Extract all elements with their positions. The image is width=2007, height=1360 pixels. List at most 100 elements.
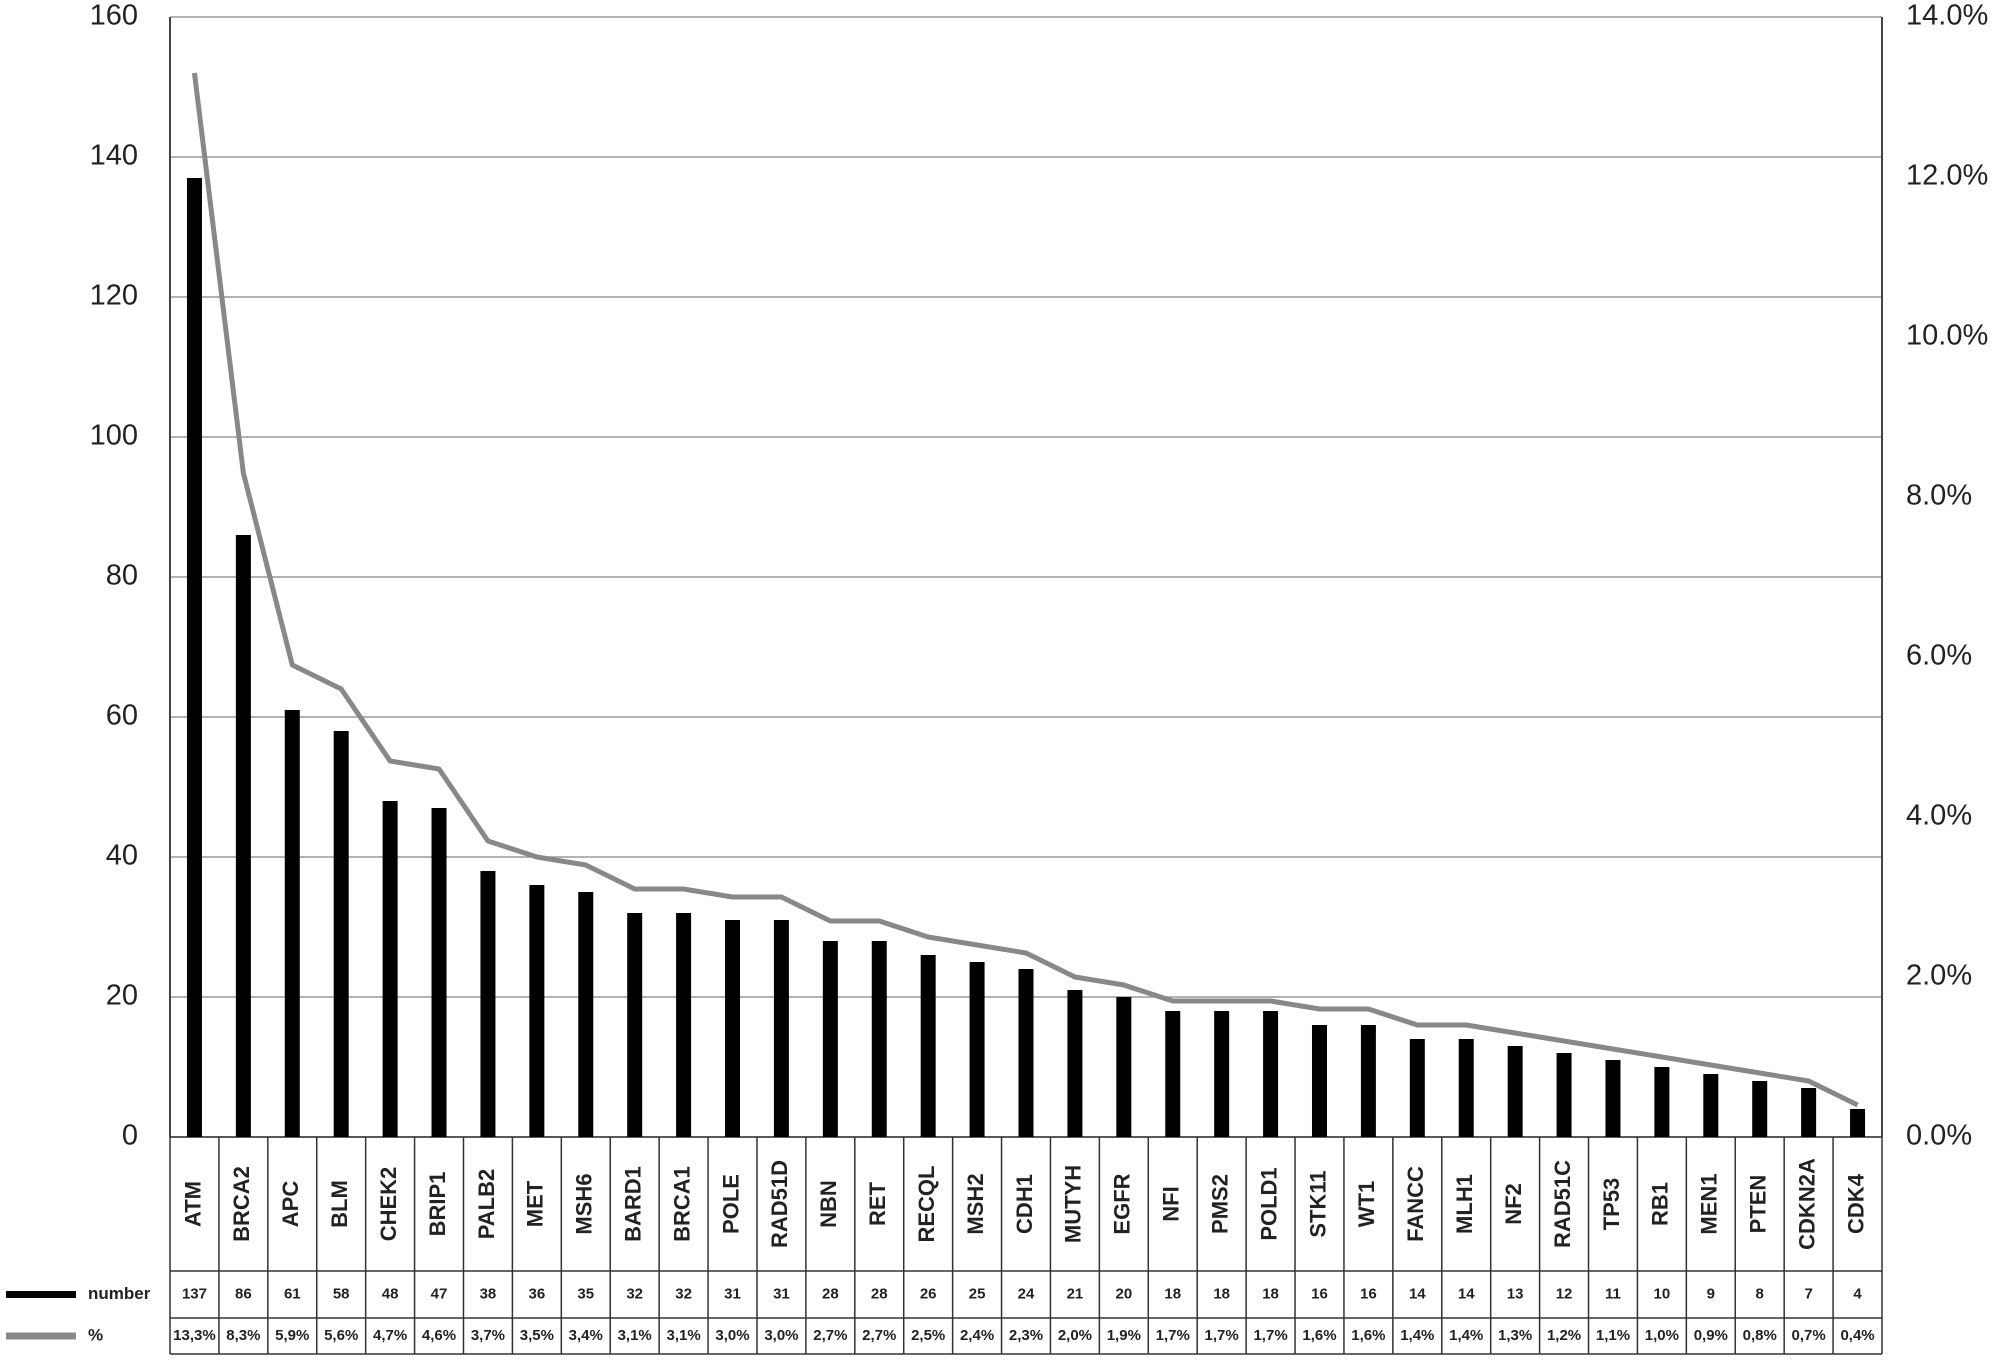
bar [284, 710, 300, 1137]
y-tick-label: 120 [90, 280, 138, 312]
x-tick-label: PALB2 [474, 1169, 499, 1240]
table-cell: 14 [1409, 1285, 1426, 1302]
x-tick-label: RECQL [914, 1166, 939, 1243]
table-cell: 10 [1654, 1285, 1671, 1302]
bar [1067, 990, 1083, 1137]
table-cell: 5,6% [324, 1327, 358, 1344]
table-cell: 38 [480, 1285, 497, 1302]
table-cell: 3,1% [666, 1327, 700, 1344]
y2-tick-label: 10.0% [1906, 320, 1988, 352]
x-tick-label: CDKN2A [1794, 1158, 1819, 1250]
table-cell: 12 [1556, 1285, 1573, 1302]
bar [1165, 1011, 1181, 1137]
table-cell: 32 [675, 1285, 692, 1302]
y-tick-label: 160 [90, 0, 138, 32]
x-tick-label: WT1 [1354, 1181, 1379, 1227]
table-cell: 1,6% [1351, 1327, 1385, 1344]
table-cell: 4,7% [373, 1327, 407, 1344]
x-tick-label: TP53 [1599, 1178, 1624, 1231]
bar [1605, 1060, 1621, 1137]
x-tick-label: BRIP1 [425, 1172, 450, 1237]
x-tick-label: ATM [180, 1181, 205, 1227]
y-tick-label: 60 [106, 700, 138, 732]
table-cell: 86 [235, 1285, 252, 1302]
y-tick-label: 40 [106, 840, 138, 872]
table-cell: 20 [1115, 1285, 1132, 1302]
legend-label: number [88, 1284, 151, 1303]
table-cell: 1,9% [1107, 1327, 1141, 1344]
table-cell: 24 [1018, 1285, 1035, 1302]
x-tick-label: NFI [1159, 1186, 1184, 1221]
table-cell: 9 [1707, 1285, 1715, 1302]
table-cell: 3,4% [569, 1327, 603, 1344]
x-tick-label: BRCA1 [669, 1166, 694, 1242]
x-tick-label: FANCC [1403, 1166, 1428, 1242]
table-cell: 7 [1804, 1285, 1812, 1302]
x-tick-label: CDK4 [1843, 1173, 1868, 1234]
bar [1507, 1046, 1523, 1137]
table-cell: 28 [871, 1285, 888, 1302]
table-cell: 3,0% [715, 1327, 749, 1344]
line [191, 72, 1859, 1108]
bar [431, 808, 447, 1137]
table-cell: 1,7% [1205, 1327, 1239, 1344]
bar [382, 801, 398, 1137]
table-cell: 31 [773, 1285, 790, 1302]
x-tick-label: POLD1 [1256, 1167, 1281, 1240]
bar [1801, 1088, 1817, 1137]
table-cell: 14 [1458, 1285, 1475, 1302]
x-tick-label: RAD51C [1550, 1160, 1575, 1248]
bar [969, 962, 985, 1137]
y2-tick-label: 4.0% [1906, 800, 1972, 832]
bar [1263, 1011, 1279, 1137]
bar [235, 535, 251, 1137]
table-cell: 1,6% [1302, 1327, 1336, 1344]
bar [1311, 1025, 1327, 1137]
x-tick-label: PMS2 [1207, 1174, 1232, 1234]
x-tick-label: NF2 [1501, 1183, 1526, 1225]
table-cell: 3,0% [764, 1327, 798, 1344]
bar [1458, 1039, 1474, 1137]
legend-label: % [88, 1325, 103, 1344]
x-tick-label: BARD1 [620, 1166, 645, 1242]
bar [822, 941, 838, 1137]
bar [627, 913, 643, 1137]
table-cell: 1,4% [1449, 1327, 1483, 1344]
y-tick-label: 100 [90, 420, 138, 452]
bar [676, 913, 692, 1137]
table-cell: 28 [822, 1285, 839, 1302]
table-cell: 1,2% [1547, 1327, 1581, 1344]
table-cell: 26 [920, 1285, 937, 1302]
bar [1703, 1074, 1719, 1137]
x-tick-label: MSH6 [572, 1173, 597, 1234]
table-cell: 1,3% [1498, 1327, 1532, 1344]
table-cell: 3,5% [520, 1327, 554, 1344]
table-cell: 47 [431, 1285, 448, 1302]
table-cell: 5,9% [275, 1327, 309, 1344]
x-tick-label: MLH1 [1452, 1174, 1477, 1234]
table-cell: 61 [284, 1285, 301, 1302]
table-cell: 2,7% [813, 1327, 847, 1344]
table-cell: 18 [1213, 1285, 1230, 1302]
table-cell: 2,7% [862, 1327, 896, 1344]
x-tick-label: APC [278, 1181, 303, 1228]
x-tick-label: PTEN [1746, 1175, 1771, 1234]
y-tick-label: 80 [106, 560, 138, 592]
table-cell: 48 [382, 1285, 399, 1302]
bar [578, 892, 594, 1137]
bar [186, 178, 202, 1137]
table-cell: 0,7% [1792, 1327, 1826, 1344]
x-tick-label: RAD51D [767, 1160, 792, 1248]
bar [725, 920, 741, 1137]
table-cell: 4,6% [422, 1327, 456, 1344]
x-tick-label: STK11 [1305, 1170, 1330, 1237]
table-cell: 11 [1605, 1285, 1621, 1302]
x-tick-label: MEN1 [1697, 1173, 1722, 1234]
bar [773, 920, 789, 1137]
bar [1116, 997, 1132, 1137]
table-cell: 18 [1164, 1285, 1181, 1302]
table-cell: 25 [969, 1285, 986, 1302]
y-tick-label: 140 [90, 140, 138, 172]
x-tick-label: NBN [816, 1180, 841, 1228]
table-cell: 32 [626, 1285, 643, 1302]
